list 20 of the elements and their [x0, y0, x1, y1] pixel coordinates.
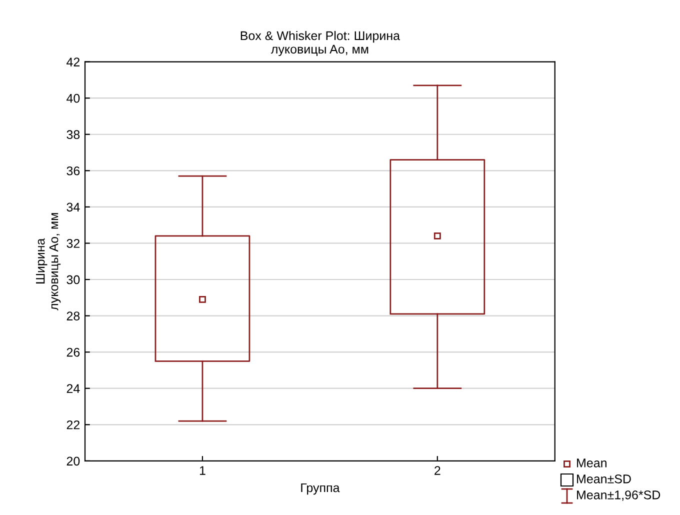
y-tick-label: 36 — [66, 166, 80, 176]
y-tick-label: 24 — [66, 384, 80, 393]
y-tick-label: 30 — [66, 275, 80, 284]
y-tick-label: 28 — [66, 312, 80, 320]
text: Mean — [577, 458, 606, 468]
x-tick-label: 2 — [434, 466, 440, 475]
y-axis-title: Ширина луковицы Ao, мм — [36, 213, 61, 310]
y-tick-label: 26 — [66, 348, 80, 357]
text: Mean±SD — [577, 474, 631, 484]
y-tick-label: 38 — [66, 130, 80, 140]
chart-title: Box & Whisker Plot: Ширина луковицы Ao, мм — [240, 30, 400, 56]
y-tick-label: 22 — [66, 420, 80, 430]
y-tick-label: 32 — [66, 239, 80, 248]
y-tick-label: 34 — [66, 202, 80, 212]
y-tick-label: 40 — [66, 94, 80, 103]
y-tick-label: 20 — [66, 456, 80, 466]
x-axis-title: Группа — [301, 483, 340, 495]
x-tick-label: 1 — [200, 466, 206, 475]
text: Mean±1,96*SD — [577, 490, 660, 501]
y-tick-label: 42 — [66, 58, 80, 66]
